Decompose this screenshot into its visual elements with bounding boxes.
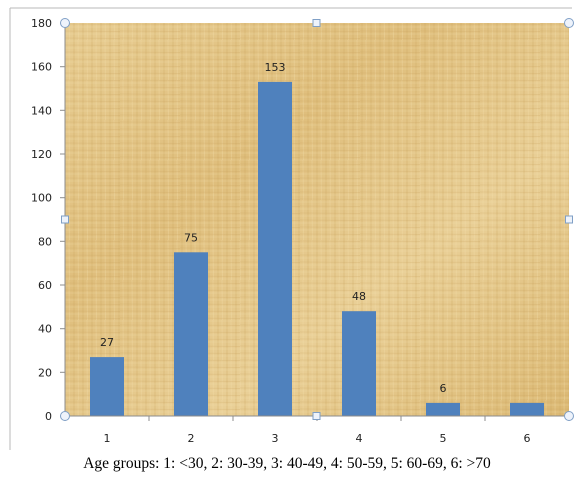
bar-3[interactable] [258,81,292,417]
x-tick-label-6: 6 [524,432,531,445]
resize-handle-middle-left[interactable] [61,215,69,224]
y-tick-label-100: 100 [31,192,52,205]
x-tick-label-2: 2 [188,432,195,445]
resize-handle-top-left[interactable] [60,18,70,28]
y-tick-label-140: 140 [31,104,52,117]
data-label-4: 48 [352,290,366,303]
data-label-3: 153 [265,61,286,74]
x-tick-label-5: 5 [440,432,447,445]
x-tick-label-1: 1 [104,432,111,445]
resize-handle-bottom-left[interactable] [60,411,70,421]
y-tick-label-80: 80 [38,235,52,248]
y-tick-label-20: 20 [38,366,52,379]
bar-5[interactable] [426,402,460,416]
bar-6[interactable] [510,402,544,416]
resize-handle-middle-right[interactable] [565,215,573,224]
figure-caption: Age groups: 1: <30, 2: 30-39, 3: 40-49, … [83,455,491,472]
y-tick-label-60: 60 [38,279,52,292]
y-tick-label-160: 160 [31,61,52,74]
plot-background [65,23,569,416]
resize-handle-bottom-middle[interactable] [312,412,321,420]
bar-1[interactable] [90,357,124,416]
resize-handle-top-right[interactable] [564,18,574,28]
x-tick-label-4: 4 [356,432,363,445]
resize-handle-top-middle[interactable] [312,19,321,27]
data-label-2: 75 [184,231,198,244]
y-tick-label-180: 180 [31,17,52,30]
y-tick-label-120: 120 [31,148,52,161]
y-tick-label-0: 0 [45,410,52,423]
bar-4[interactable] [342,311,376,416]
y-tick-label-40: 40 [38,323,52,336]
data-label-1: 27 [100,336,114,349]
x-tick-label-3: 3 [272,432,279,445]
bar-2[interactable] [174,252,208,417]
data-label-5: 6 [440,382,447,395]
resize-handle-bottom-right[interactable] [564,411,574,421]
